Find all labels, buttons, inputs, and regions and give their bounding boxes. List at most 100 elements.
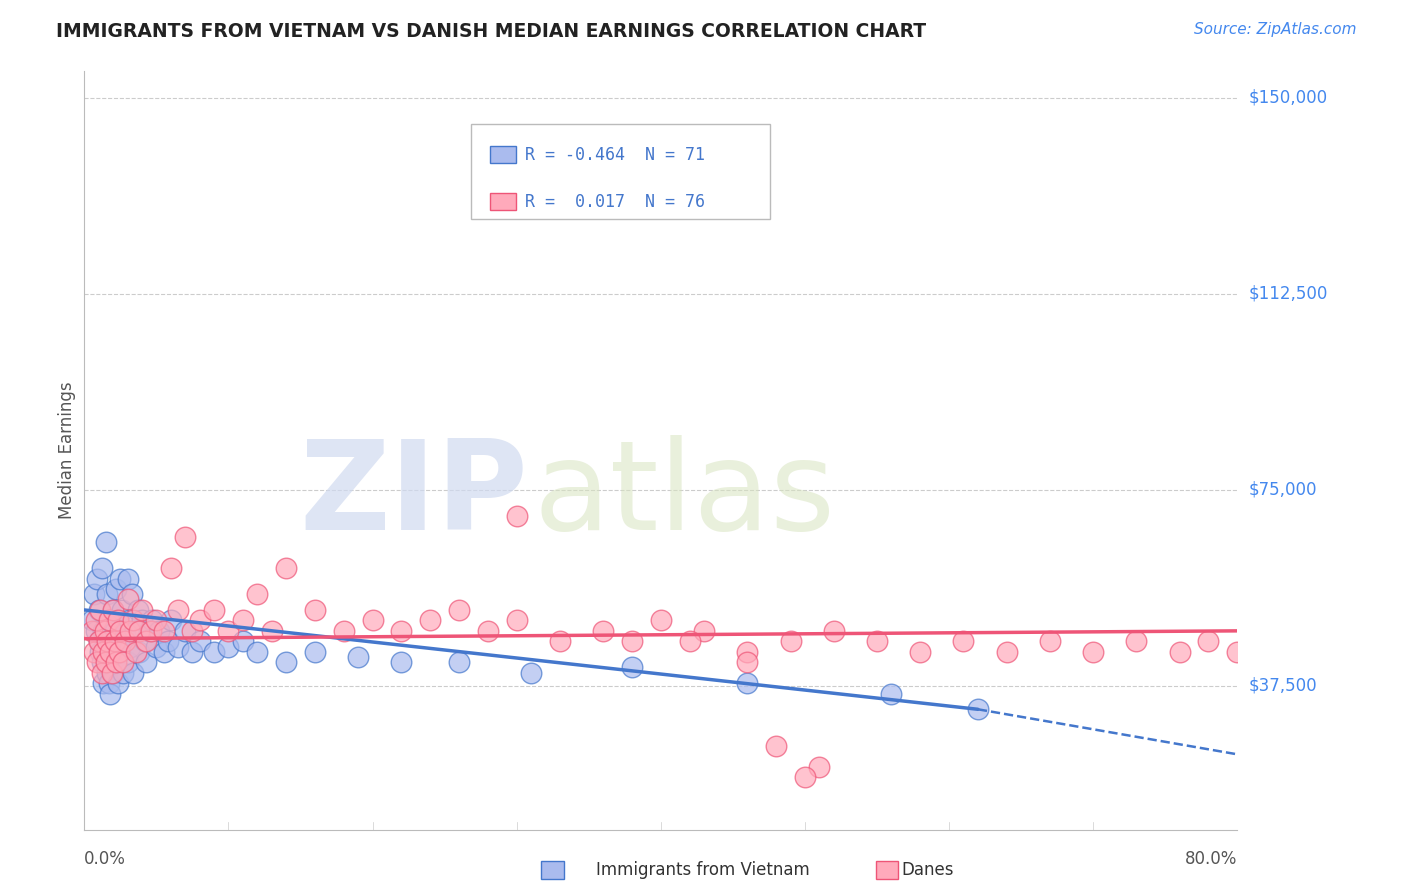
Point	[449, 603, 471, 617]
Point	[218, 624, 240, 638]
Point	[107, 676, 129, 690]
Point	[131, 603, 153, 617]
Text: atlas: atlas	[534, 435, 837, 557]
Point	[506, 614, 529, 628]
Point	[449, 655, 471, 669]
Point	[96, 587, 118, 601]
Point	[693, 624, 716, 638]
Point	[138, 624, 160, 638]
Point	[107, 614, 129, 628]
Text: Immigrants from Vietnam: Immigrants from Vietnam	[596, 861, 810, 879]
Text: Source: ZipAtlas.com: Source: ZipAtlas.com	[1194, 22, 1357, 37]
Point	[122, 665, 145, 680]
Point	[117, 655, 139, 669]
FancyBboxPatch shape	[471, 124, 770, 219]
Point	[1226, 645, 1249, 659]
Point	[86, 655, 108, 669]
Point	[276, 655, 298, 669]
Point	[304, 645, 326, 659]
Point	[87, 634, 110, 648]
Point	[148, 624, 170, 638]
Point	[112, 665, 135, 680]
Point	[118, 614, 141, 628]
Point	[120, 624, 142, 638]
Point	[107, 614, 129, 628]
Point	[131, 614, 153, 628]
Point	[110, 624, 132, 638]
Point	[90, 665, 112, 680]
Point	[80, 614, 103, 628]
Point	[110, 645, 132, 659]
Point	[145, 640, 167, 654]
Text: $75,000: $75,000	[1249, 481, 1317, 499]
Text: $150,000: $150,000	[1249, 88, 1327, 106]
Point	[880, 687, 903, 701]
Point	[93, 624, 115, 638]
Point	[679, 634, 702, 648]
Point	[110, 572, 132, 586]
Point	[128, 645, 150, 659]
Point	[84, 614, 107, 628]
Text: 80.0%: 80.0%	[1185, 850, 1237, 869]
Point	[188, 614, 211, 628]
Point	[104, 624, 127, 638]
Point	[97, 676, 120, 690]
Point	[152, 624, 174, 638]
Point	[246, 645, 269, 659]
Point	[125, 645, 148, 659]
Point	[103, 603, 124, 617]
Point	[89, 645, 111, 659]
Point	[122, 614, 145, 628]
Point	[139, 624, 162, 638]
Point	[98, 634, 121, 648]
Point	[167, 640, 190, 654]
Point	[93, 645, 115, 659]
Point	[174, 624, 197, 638]
Point	[391, 624, 413, 638]
Point	[105, 582, 128, 596]
Point	[91, 624, 114, 638]
Point	[124, 624, 146, 638]
Point	[104, 634, 127, 648]
Point	[260, 624, 283, 638]
Bar	[491, 146, 516, 163]
Point	[202, 645, 225, 659]
Point	[548, 634, 571, 648]
Point	[117, 572, 139, 586]
Text: R = -0.464  N = 71: R = -0.464 N = 71	[524, 145, 704, 164]
Text: Danes: Danes	[901, 861, 955, 879]
Point	[156, 634, 179, 648]
Point	[96, 665, 118, 680]
Text: R =  0.017  N = 76: R = 0.017 N = 76	[524, 193, 704, 211]
Point	[108, 634, 131, 648]
Bar	[491, 194, 516, 211]
Point	[246, 587, 269, 601]
Point	[94, 655, 117, 669]
Point	[98, 687, 121, 701]
Point	[419, 614, 441, 628]
Point	[89, 603, 111, 617]
Point	[995, 645, 1018, 659]
Point	[100, 665, 122, 680]
Point	[105, 650, 128, 665]
Point	[96, 634, 118, 648]
Point	[621, 660, 644, 674]
Point	[621, 634, 644, 648]
Point	[135, 634, 157, 648]
Point	[181, 624, 204, 638]
Point	[90, 655, 112, 669]
Point	[90, 561, 112, 575]
Point	[114, 624, 136, 638]
Point	[1168, 645, 1191, 659]
Point	[737, 676, 759, 690]
Point	[100, 645, 122, 659]
Point	[232, 634, 254, 648]
Point	[866, 634, 889, 648]
Point	[128, 624, 150, 638]
Point	[103, 603, 124, 617]
Point	[333, 624, 356, 638]
Point	[823, 624, 845, 638]
Point	[108, 645, 131, 659]
Point	[218, 640, 240, 654]
Point	[134, 634, 156, 648]
